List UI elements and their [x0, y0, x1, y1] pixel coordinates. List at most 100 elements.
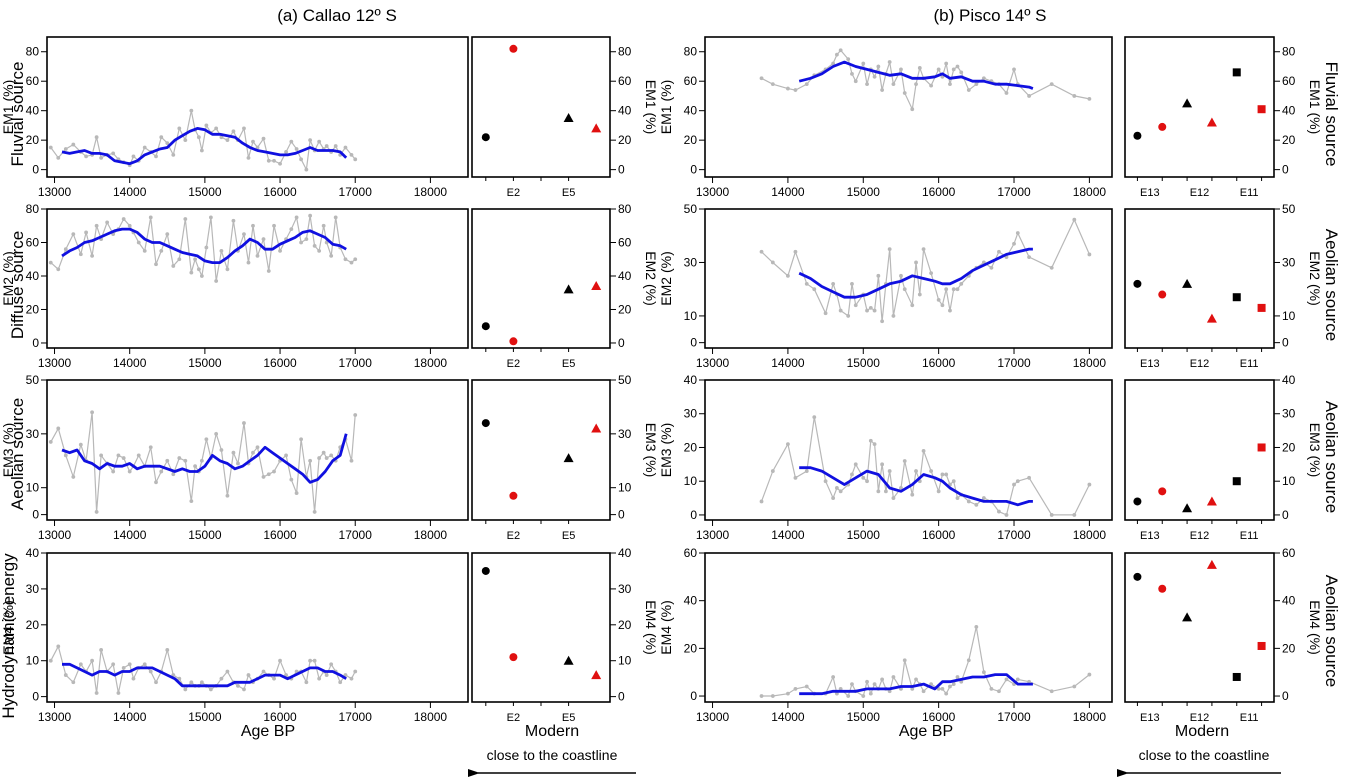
raw-data-point [343, 145, 348, 150]
row-label-b-3: Aeolian source [1322, 401, 1341, 513]
x-tick-label: 15000 [188, 710, 222, 724]
y-tick-label: 40 [1282, 594, 1296, 608]
raw-data-point [770, 260, 775, 265]
circle-marker [481, 419, 490, 428]
raw-data-point [278, 248, 282, 253]
y-tick-label: 80 [684, 45, 698, 59]
raw-data-point [294, 147, 299, 151]
raw-data-point [116, 691, 121, 695]
smoothed-series-line [799, 466, 1033, 507]
raw-data-point [183, 217, 188, 221]
y-tick-label: 30 [618, 582, 632, 596]
raw-data-point [861, 694, 866, 698]
raw-data-point [951, 67, 956, 72]
raw-data-point [887, 469, 892, 473]
y-tick-label: 60 [1282, 74, 1296, 88]
raw-data-point [255, 253, 260, 258]
y-tick-label: 40 [684, 594, 698, 608]
raw-data-point [299, 437, 304, 442]
x-tick-label: 17000 [339, 185, 373, 199]
circle-marker [1158, 487, 1167, 496]
raw-data-point [850, 281, 854, 286]
raw-data-point [887, 60, 892, 64]
raw-data-point [193, 464, 198, 469]
circle-marker [1133, 279, 1142, 288]
raw-data-point [90, 253, 95, 258]
x-tick-label: 14000 [771, 710, 805, 724]
x-tick-label: 16000 [922, 185, 956, 199]
y-tick-label: 60 [684, 74, 698, 88]
raw-data-point [99, 155, 104, 160]
raw-data-point [171, 264, 176, 268]
raw-data-point [312, 658, 317, 663]
x-tick-label: 16000 [263, 356, 297, 370]
x-tick-label: E12 [1190, 358, 1210, 370]
y-tick-label: 0 [1282, 689, 1289, 703]
y-axis-label: EM4 (%) [1307, 600, 1323, 654]
raw-data-point [914, 260, 918, 265]
plot-frame [1124, 36, 1275, 178]
raw-data-point [951, 682, 956, 687]
raw-data-point [865, 679, 869, 684]
plot-b-row2-modern: 0 10 30 50 EM2 (%) E13 E12 E11 [1124, 202, 1323, 370]
raw-data-point [974, 502, 979, 507]
raw-data-point [159, 248, 164, 253]
raw-data-point [850, 71, 854, 76]
raw-data-point [189, 680, 194, 685]
y-tick-label: 10 [684, 474, 698, 488]
raw-data-point [177, 676, 182, 681]
raw-data-point [189, 499, 194, 504]
raw-data-point [71, 232, 76, 237]
raw-data-point [333, 215, 338, 220]
raw-data-point [165, 648, 170, 652]
y-tick-label: 80 [26, 202, 40, 216]
raw-data-point [225, 493, 230, 498]
y-tick-label: 40 [1282, 104, 1296, 118]
x-axis-label-a: Age BP [241, 723, 295, 740]
smoothed-series-line [798, 247, 1033, 299]
x-tick-label: E11 [1240, 187, 1259, 199]
circle-marker [1158, 290, 1167, 299]
plot-frame [1124, 552, 1275, 703]
raw-data-point [838, 686, 843, 691]
triangle-marker [1206, 117, 1217, 127]
raw-data-point [951, 479, 956, 484]
y-axis-label: EM4 (%) [643, 600, 659, 654]
raw-data-point [868, 306, 873, 310]
y-axis-label: EM3 (%) [643, 423, 659, 477]
raw-data-point [148, 445, 153, 450]
raw-data-point [1027, 255, 1031, 260]
y-tick-label: 20 [1282, 641, 1296, 655]
raw-data-point [171, 152, 176, 157]
raw-data-point [261, 136, 266, 141]
raw-data-point [804, 281, 809, 286]
raw-data-point [831, 61, 836, 66]
y-tick-label: 20 [618, 618, 632, 632]
y-axis-label: EM1 (%) [643, 80, 659, 134]
y-axis-label: EM3 (%) [0, 423, 16, 477]
raw-data-point [189, 270, 194, 275]
circle-marker [481, 322, 490, 331]
raw-data-point [353, 669, 358, 674]
raw-data-point [974, 625, 979, 629]
raw-data-point [1049, 82, 1054, 87]
raw-data-point [105, 220, 110, 225]
raw-data-point [944, 691, 949, 696]
raw-data-point [127, 223, 132, 228]
y-tick-label: 0 [690, 508, 697, 522]
raw-data-point [324, 240, 329, 245]
raw-data-point [872, 308, 877, 313]
raw-data-point [142, 662, 147, 667]
y-tick-label: 20 [26, 133, 40, 147]
triangle-marker [591, 423, 602, 433]
row-label-a-2: Diffuse source [8, 231, 27, 339]
raw-data-point [71, 680, 76, 685]
raw-data-point [251, 450, 255, 455]
raw-data-point [812, 415, 817, 420]
raw-data-point [308, 138, 313, 143]
y-tick-label: 80 [618, 45, 632, 59]
x-tick-label: E13 [1140, 712, 1160, 724]
raw-data-point [193, 257, 198, 262]
plot-frame [471, 36, 611, 178]
raw-data-point [899, 486, 903, 490]
